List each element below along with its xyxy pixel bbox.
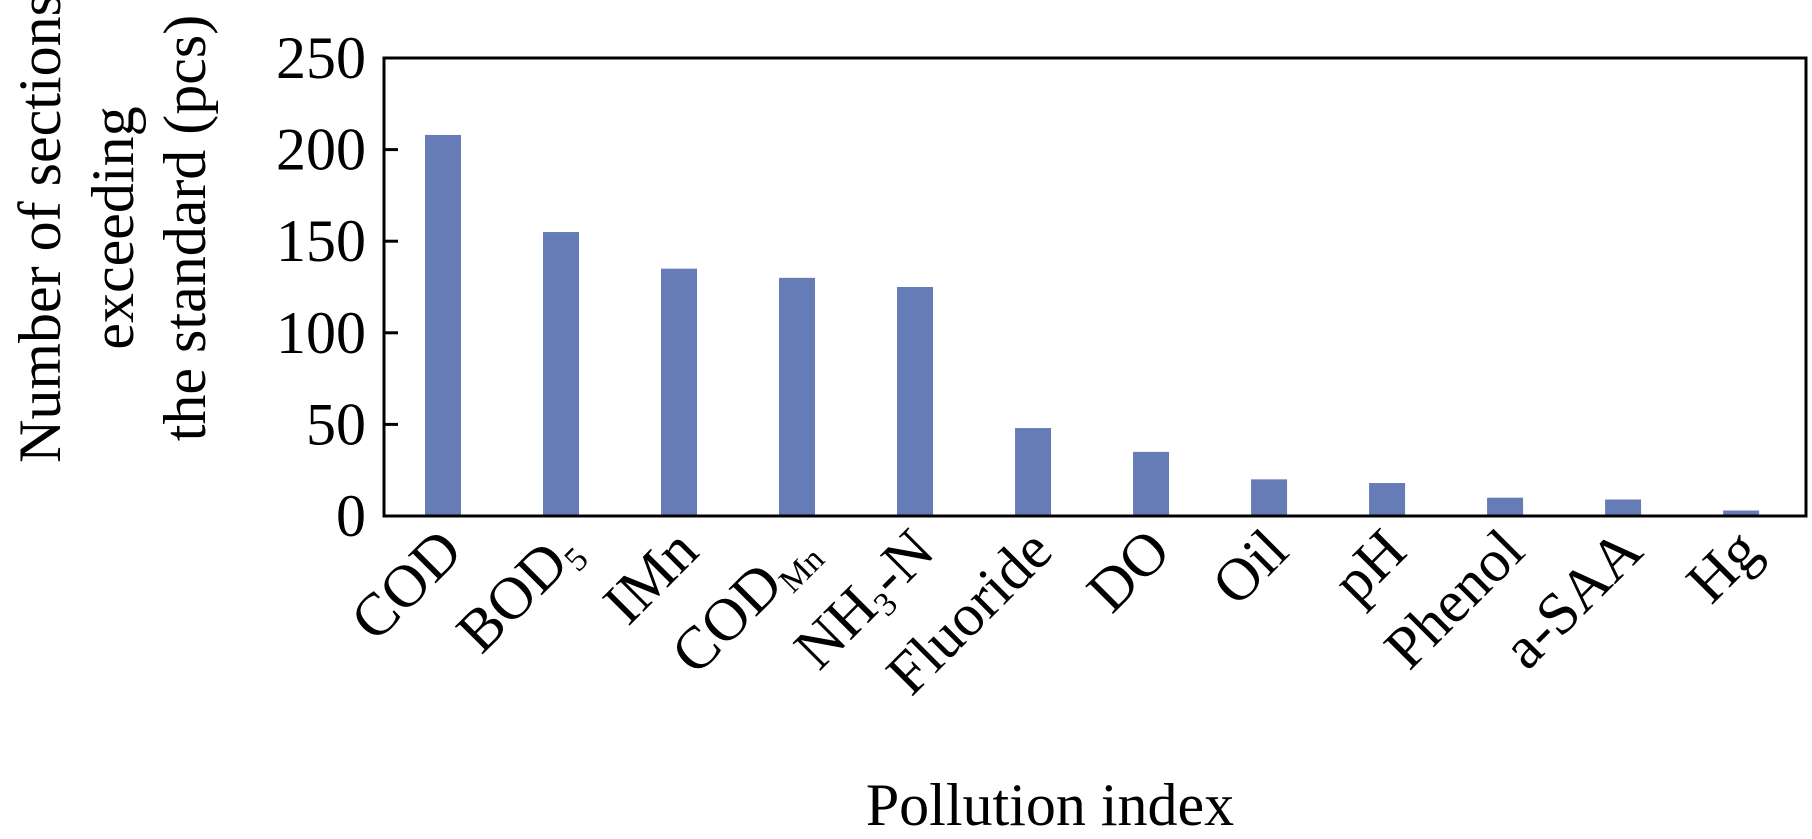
x-tick-label: Hg [1674, 517, 1773, 616]
bar [425, 134, 462, 516]
x-tick-label: BOD5 [444, 517, 596, 669]
y-axis-title: Number of sections exceeding the standard … [7, 0, 218, 463]
bar [661, 268, 698, 516]
bar [779, 277, 816, 516]
bar [1605, 499, 1642, 516]
x-tick-label: DO [1074, 517, 1182, 625]
y-axis-title-line: exceeding [80, 106, 146, 349]
y-tick-label: 100 [276, 300, 366, 366]
bar [1369, 483, 1406, 516]
y-axis-title-line: the standard (pcs) [152, 15, 218, 442]
bar [1015, 428, 1052, 516]
x-axis-title: Pollution index [866, 772, 1234, 838]
y-axis-ticks: 0 50 100 150 200 250 [276, 25, 398, 549]
y-axis-title-line: Number of sections [7, 0, 73, 463]
x-tick-label: pH [1320, 517, 1419, 616]
bar [1133, 451, 1170, 516]
bar [1251, 479, 1288, 516]
y-tick-label: 250 [276, 25, 366, 91]
y-tick-label: 50 [306, 391, 366, 457]
bar [1723, 510, 1760, 516]
y-tick-label: 0 [336, 483, 366, 549]
x-tick-label: a-SAA [1490, 517, 1655, 682]
x-tick-label: Oil [1199, 517, 1300, 618]
y-tick-label: 200 [276, 117, 366, 183]
plot-frame [382, 56, 1808, 518]
y-tick-label: 150 [276, 208, 366, 274]
bars [425, 134, 1760, 517]
bar [1487, 497, 1524, 516]
bar [897, 287, 934, 516]
bar [543, 232, 580, 517]
